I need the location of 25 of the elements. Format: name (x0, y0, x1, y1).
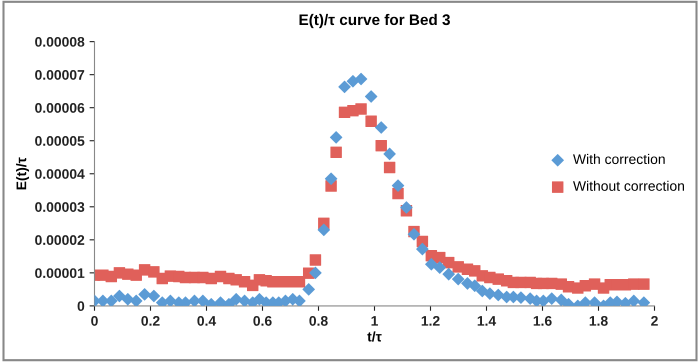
x-tick-label: 1.8 (590, 316, 608, 326)
y-tick-label: 0.00008 (35, 36, 84, 47)
x-tick-label: 2 (651, 316, 658, 326)
x-tick-label: 0.4 (197, 316, 216, 326)
y-tick-label: 0.00004 (35, 169, 85, 179)
chart-title: E(t)/τ curve for Bed 3 (300, 14, 450, 28)
x-axis-title: t/τ (367, 331, 382, 342)
y-axis-title: E(t)/τ (16, 157, 30, 190)
x-tick-label: 0.6 (253, 316, 272, 326)
y-tick-label: 0.00007 (35, 70, 84, 80)
legend-label: With correction (573, 154, 665, 164)
y-tick-label: 0.00003 (35, 202, 84, 212)
y-tick-label: 0.00005 (35, 136, 84, 146)
x-tick-label: 0.8 (309, 316, 328, 326)
y-tick-label: 0 (78, 301, 84, 312)
y-tick-label: 0.00002 (35, 235, 84, 245)
legend-label: Without correction (573, 180, 684, 191)
x-tick-label: 1.4 (478, 316, 496, 326)
x-tick-label: 0 (91, 316, 98, 326)
x-tick-label: 1.2 (422, 316, 440, 326)
y-tick-label: 0.00006 (35, 103, 84, 113)
y-tick-label: 0.00001 (35, 268, 84, 278)
x-tick-label: 1 (372, 316, 378, 326)
x-tick-label: 1.6 (534, 316, 552, 326)
x-tick-label: 0.2 (141, 316, 160, 326)
